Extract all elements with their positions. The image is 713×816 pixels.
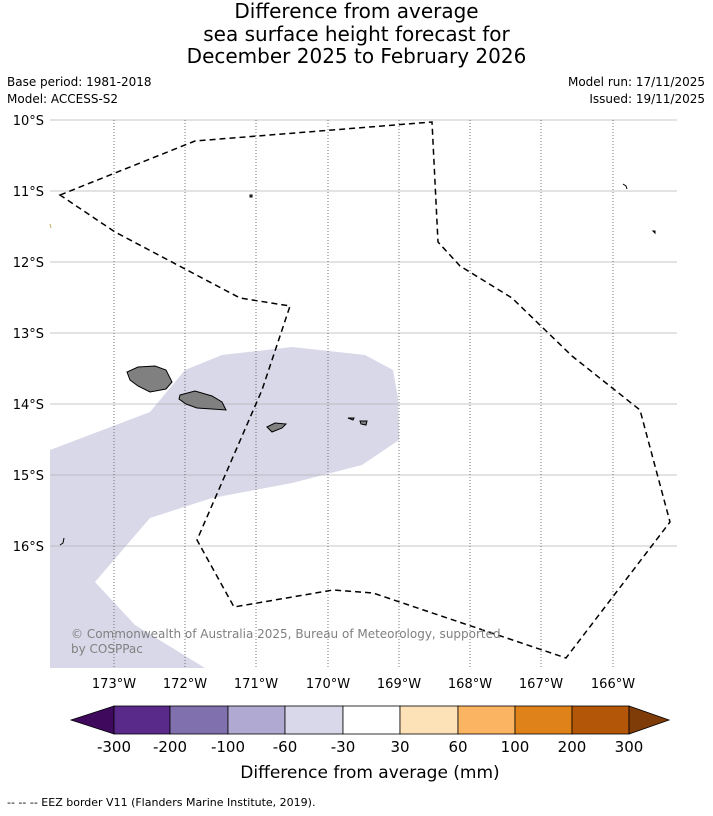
islet-ne-2 xyxy=(651,230,656,235)
colorbar-segment xyxy=(113,705,171,735)
island-tau xyxy=(359,420,368,426)
islet-west xyxy=(59,537,65,546)
lon-label: 173°W xyxy=(92,677,136,692)
issued-date: Issued: 19/11/2025 xyxy=(589,92,705,106)
gridlines xyxy=(50,119,677,668)
lat-label: 10°S xyxy=(13,114,44,129)
islet-far-west xyxy=(49,223,52,229)
island-tutuila xyxy=(266,422,288,433)
title-line-2: sea surface height forecast for xyxy=(203,21,510,46)
title-line-1: Difference from average xyxy=(234,0,479,23)
colorbar-tick: -60 xyxy=(273,738,298,756)
colorbar-segment xyxy=(514,705,573,735)
lat-label: 15°S xyxy=(13,469,44,484)
island-ofu xyxy=(347,417,355,421)
base-period: Base period: 1981-2018 xyxy=(7,75,152,89)
lat-label: 11°S xyxy=(13,185,44,200)
colorbar-label: Difference from average (mm) xyxy=(240,763,499,783)
colorbar-tick: 60 xyxy=(448,738,467,756)
colorbar-segment xyxy=(571,705,630,735)
colorbar-extend-low xyxy=(69,705,115,735)
lat-label: 14°S xyxy=(13,398,44,413)
lon-label: 170°W xyxy=(306,677,350,692)
colorbar-tick: 100 xyxy=(501,738,530,756)
lon-label: 172°W xyxy=(163,677,207,692)
island-savaii xyxy=(126,365,173,393)
model-run: Model run: 17/11/2025 xyxy=(567,75,705,89)
lat-label: 16°S xyxy=(13,540,44,555)
colorbar-extend-high xyxy=(628,705,671,735)
lon-label: 169°W xyxy=(377,677,421,692)
lon-label: 168°W xyxy=(448,677,492,692)
colorbar-segment xyxy=(457,705,516,735)
colorbar-segment xyxy=(399,705,459,735)
lat-label: 12°S xyxy=(13,256,44,271)
colorbar-segment xyxy=(169,705,229,735)
colorbar-tick: 30 xyxy=(390,738,409,756)
lon-label: 166°W xyxy=(591,677,635,692)
islet-ne-1 xyxy=(622,183,628,190)
colorbar-segment xyxy=(284,705,344,735)
eez-legend: -- -- -- EEZ border V11 (Flanders Marine… xyxy=(7,796,316,809)
copyright-line-1: © Commonwealth of Australia 2025, Bureau… xyxy=(71,627,501,641)
colorbar-tick: -200 xyxy=(153,738,187,756)
lat-label: 13°S xyxy=(13,327,44,342)
colorbar-segment xyxy=(342,705,401,735)
lon-label: 171°W xyxy=(234,677,278,692)
sea-height-anomaly-region xyxy=(50,347,399,668)
copyright-line-2: by COSPPac xyxy=(71,642,143,656)
lon-label: 167°W xyxy=(519,677,563,692)
islet-swains xyxy=(249,194,253,198)
colorbar xyxy=(69,705,671,735)
meta-right: Model run: 17/11/2025 Issued: 19/11/2025 xyxy=(568,74,705,108)
title-line-3: December 2025 to February 2026 xyxy=(186,44,527,68)
chart-title: Difference from average sea surface heig… xyxy=(0,0,713,68)
colorbar-segment xyxy=(227,705,286,735)
meta-left: Base period: 1981-2018 Model: ACCESS-S2 xyxy=(7,74,152,108)
latitude-labels: 10°S 11°S 12°S 13°S 14°S 15°S 16°S xyxy=(13,114,44,555)
model-name: Model: ACCESS-S2 xyxy=(7,92,119,106)
colorbar-tick: -100 xyxy=(211,738,245,756)
colorbar-tick: 300 xyxy=(615,738,644,756)
colorbar-tick: -300 xyxy=(97,738,131,756)
eez-border xyxy=(58,121,671,659)
colorbar-tick-labels: -300 -200 -100 -60 -30 30 60 100 200 300 xyxy=(97,738,643,756)
colorbar-tick: -30 xyxy=(331,738,356,756)
longitude-labels: 173°W 172°W 171°W 170°W 169°W 168°W 167°W 166°W xyxy=(92,677,635,692)
islands xyxy=(49,183,656,546)
island-upolu xyxy=(178,390,227,411)
colorbar-tick: 200 xyxy=(558,738,587,756)
